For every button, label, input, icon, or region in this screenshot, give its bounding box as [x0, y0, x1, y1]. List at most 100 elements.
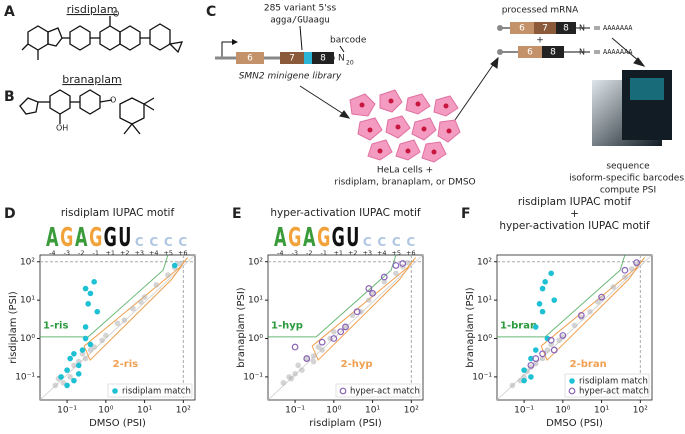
point — [392, 262, 400, 269]
nuclei — [359, 98, 452, 155]
point — [369, 289, 376, 297]
logo-letter: A — [274, 223, 287, 253]
chart-title: + — [570, 208, 579, 220]
x-axis-label: risdiplam (PSI) — [309, 418, 382, 429]
chart-title: risdiplam IUPAC motif — [518, 196, 632, 208]
point — [286, 374, 292, 380]
point — [539, 308, 546, 315]
point — [82, 355, 89, 362]
logo-position: +5 — [163, 249, 173, 257]
point — [87, 341, 94, 348]
point — [380, 273, 388, 281]
point — [71, 362, 77, 369]
risdiplam-structure — [21, 16, 184, 60]
point — [82, 285, 89, 292]
logo-letter: G — [332, 223, 345, 253]
point — [577, 312, 585, 319]
annotation-shape — [497, 254, 626, 338]
point — [141, 294, 148, 300]
cells-label: risdiplam, branaplam, or DMSO — [334, 178, 475, 188]
point — [64, 382, 70, 389]
point — [532, 324, 539, 330]
point — [310, 353, 317, 359]
point — [622, 274, 628, 280]
variant-label: 285 variant 5'ss — [264, 4, 337, 14]
annotation-shape — [268, 254, 397, 338]
point — [539, 285, 546, 292]
point — [509, 382, 516, 389]
logo-letter: C — [178, 235, 187, 249]
point — [532, 360, 539, 367]
y-tick-label: 10¹ — [20, 296, 35, 306]
y-tick-label: 10⁰ — [477, 334, 492, 344]
point — [598, 293, 605, 301]
logo-letter: U — [346, 223, 359, 253]
hela-cells — [349, 89, 461, 163]
point — [331, 328, 337, 335]
point — [539, 355, 546, 362]
chart-title: hyper-activation IUPAC motif — [270, 207, 421, 219]
n-label: N — [579, 48, 585, 57]
point — [595, 299, 601, 305]
seq-step: isoform-specific barcodes, — [569, 174, 685, 184]
x-axis-label: DMSO (PSI) — [546, 418, 603, 429]
point — [87, 290, 94, 297]
point — [542, 279, 548, 285]
point — [85, 301, 91, 307]
point — [610, 284, 617, 290]
y-tick-label: 10² — [477, 257, 492, 267]
point — [103, 332, 109, 339]
y-tick-label: 10⁰ — [20, 334, 35, 344]
flow-arrows — [299, 37, 646, 121]
point — [559, 332, 567, 339]
exon-label: 6 — [519, 24, 525, 34]
point — [342, 323, 349, 331]
point — [349, 312, 356, 319]
logo-position: +4 — [149, 249, 159, 257]
logo-position: -4 — [277, 249, 283, 257]
n-label: N — [338, 54, 345, 64]
logo-position: +4 — [377, 249, 387, 257]
legend-label: hyper-act match — [350, 387, 420, 397]
point — [295, 362, 301, 369]
n-label: N — [579, 24, 585, 33]
point — [381, 279, 388, 285]
point — [319, 347, 325, 353]
point — [58, 374, 64, 380]
point — [621, 266, 629, 274]
n-subscript: 20 — [346, 60, 354, 67]
plus: + — [536, 36, 544, 46]
logo-letter: G — [60, 223, 73, 253]
point — [399, 260, 407, 267]
processed-label: processed mRNA — [502, 6, 579, 16]
point — [556, 337, 562, 344]
annotation: 1-bran — [500, 320, 537, 331]
exon-label: 7 — [289, 54, 295, 64]
logo-letter: C — [406, 235, 415, 249]
point — [176, 260, 183, 267]
point — [171, 262, 178, 269]
logo-position: -3 — [64, 249, 70, 257]
logo-position: -4 — [49, 249, 55, 257]
legend-label: hyper-act match — [579, 387, 649, 397]
seq-step: compute PSI — [600, 186, 656, 196]
point — [528, 374, 534, 380]
annotation-shape — [311, 257, 416, 361]
logo-position: -1 — [321, 249, 327, 257]
point — [365, 285, 373, 292]
point — [165, 272, 171, 278]
point — [299, 367, 305, 373]
annotation: 2-hyp — [341, 359, 373, 370]
y-tick-label: 10¹ — [477, 296, 492, 306]
point — [521, 377, 527, 384]
panel-label: A — [4, 4, 15, 20]
y-tick-label: 10⁻¹ — [243, 372, 263, 382]
point — [342, 324, 349, 330]
point — [291, 343, 299, 351]
logo-position: -1 — [93, 249, 99, 257]
legend-label: risdiplam match — [122, 387, 191, 397]
annotation-shape — [83, 257, 188, 361]
x-tick-label: 10⁰ — [555, 406, 570, 416]
logo-position: -2 — [306, 249, 312, 257]
point — [114, 320, 121, 327]
